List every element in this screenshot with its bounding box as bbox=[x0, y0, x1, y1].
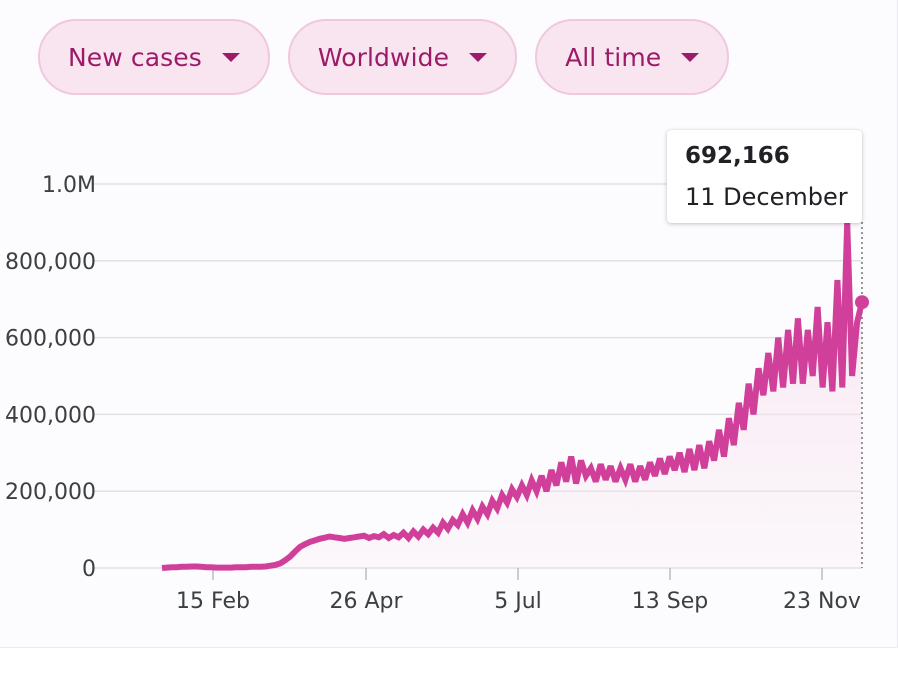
y-tick-label: 0 bbox=[82, 557, 96, 582]
y-tick-label: 400,000 bbox=[5, 403, 96, 428]
caret-down-icon bbox=[221, 52, 240, 62]
series-line bbox=[161, 222, 865, 571]
tooltip-date: 11 December bbox=[685, 183, 848, 211]
filter-bar: New cases Worldwide All time bbox=[38, 19, 730, 95]
line-chart[interactable]: 0 200,000 400,000 600,000 800,000 1.0M 15 Feb 2… bbox=[0, 0, 898, 648]
y-tick-label: 800,000 bbox=[5, 250, 96, 275]
x-tick-label: 5 Jul bbox=[494, 589, 542, 614]
tooltip-value: 692,166 bbox=[685, 143, 790, 169]
x-tick-label: 26 Apr bbox=[329, 589, 403, 614]
y-tick-label: 600,000 bbox=[5, 327, 96, 352]
chart-tooltip: 692,166 11 December bbox=[667, 130, 862, 223]
metric-dropdown-label: New cases bbox=[68, 42, 202, 72]
x-tick-label: 23 Nov bbox=[783, 589, 861, 614]
caret-down-icon bbox=[681, 52, 700, 62]
y-tick-label: 200,000 bbox=[5, 480, 96, 505]
series-area bbox=[162, 222, 862, 568]
x-tick-label: 13 Sep bbox=[632, 589, 708, 614]
x-tick-label: 15 Feb bbox=[176, 589, 250, 614]
region-dropdown-label: Worldwide bbox=[317, 42, 450, 72]
time-range-dropdown[interactable]: All time bbox=[535, 19, 730, 95]
metric-dropdown[interactable]: New cases bbox=[38, 19, 270, 95]
caret-down-icon bbox=[469, 52, 488, 62]
region-dropdown[interactable]: Worldwide bbox=[287, 19, 518, 95]
y-tick-label: 1.0M bbox=[42, 173, 96, 198]
time-range-dropdown-label: All time bbox=[565, 42, 662, 72]
highlight-point bbox=[855, 295, 869, 310]
